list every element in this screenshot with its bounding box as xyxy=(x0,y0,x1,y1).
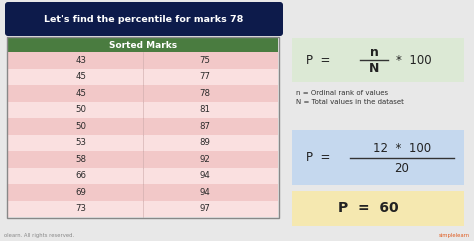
Text: 97: 97 xyxy=(200,204,210,213)
Text: 78: 78 xyxy=(200,89,210,98)
Text: 50: 50 xyxy=(75,122,86,131)
Text: 94: 94 xyxy=(200,188,210,197)
Text: 87: 87 xyxy=(200,122,210,131)
Text: 77: 77 xyxy=(200,72,210,81)
Text: 81: 81 xyxy=(200,105,210,114)
Text: 66: 66 xyxy=(75,171,86,180)
FancyBboxPatch shape xyxy=(8,52,278,68)
Text: 94: 94 xyxy=(200,171,210,180)
Text: 89: 89 xyxy=(200,138,210,147)
Text: N = Total values in the dataset: N = Total values in the dataset xyxy=(296,99,404,105)
Text: 75: 75 xyxy=(200,56,210,65)
Text: Let's find the percentile for marks 78: Let's find the percentile for marks 78 xyxy=(44,14,244,24)
FancyBboxPatch shape xyxy=(8,38,278,52)
Text: 73: 73 xyxy=(75,204,86,213)
Text: 12  *  100: 12 * 100 xyxy=(373,142,431,155)
Text: N: N xyxy=(369,61,379,74)
Text: 50: 50 xyxy=(75,105,86,114)
Text: P  =: P = xyxy=(306,151,330,164)
FancyBboxPatch shape xyxy=(8,201,278,217)
Text: 53: 53 xyxy=(75,138,86,147)
FancyBboxPatch shape xyxy=(8,101,278,118)
FancyBboxPatch shape xyxy=(8,68,278,85)
Text: olearn. All rights reserved.: olearn. All rights reserved. xyxy=(4,233,74,238)
FancyBboxPatch shape xyxy=(8,151,278,167)
FancyBboxPatch shape xyxy=(292,130,464,185)
Text: 69: 69 xyxy=(75,188,86,197)
Text: simplelearn: simplelearn xyxy=(439,233,470,238)
Text: *  100: * 100 xyxy=(396,54,432,67)
Text: 45: 45 xyxy=(75,89,86,98)
FancyBboxPatch shape xyxy=(8,134,278,151)
FancyBboxPatch shape xyxy=(8,184,278,201)
Text: Sorted Marks: Sorted Marks xyxy=(109,40,177,49)
Text: 58: 58 xyxy=(75,155,86,164)
FancyBboxPatch shape xyxy=(292,191,464,226)
Text: n: n xyxy=(370,47,378,60)
Text: P  =  60: P = 60 xyxy=(337,201,398,215)
Text: 20: 20 xyxy=(394,162,410,175)
FancyBboxPatch shape xyxy=(8,85,278,101)
FancyBboxPatch shape xyxy=(5,2,283,36)
FancyBboxPatch shape xyxy=(292,38,464,82)
Text: 45: 45 xyxy=(75,72,86,81)
Text: 92: 92 xyxy=(200,155,210,164)
FancyBboxPatch shape xyxy=(8,167,278,184)
Text: n = Ordinal rank of values: n = Ordinal rank of values xyxy=(296,90,388,96)
FancyBboxPatch shape xyxy=(8,118,278,134)
Text: 43: 43 xyxy=(75,56,86,65)
Text: P  =: P = xyxy=(306,54,330,67)
